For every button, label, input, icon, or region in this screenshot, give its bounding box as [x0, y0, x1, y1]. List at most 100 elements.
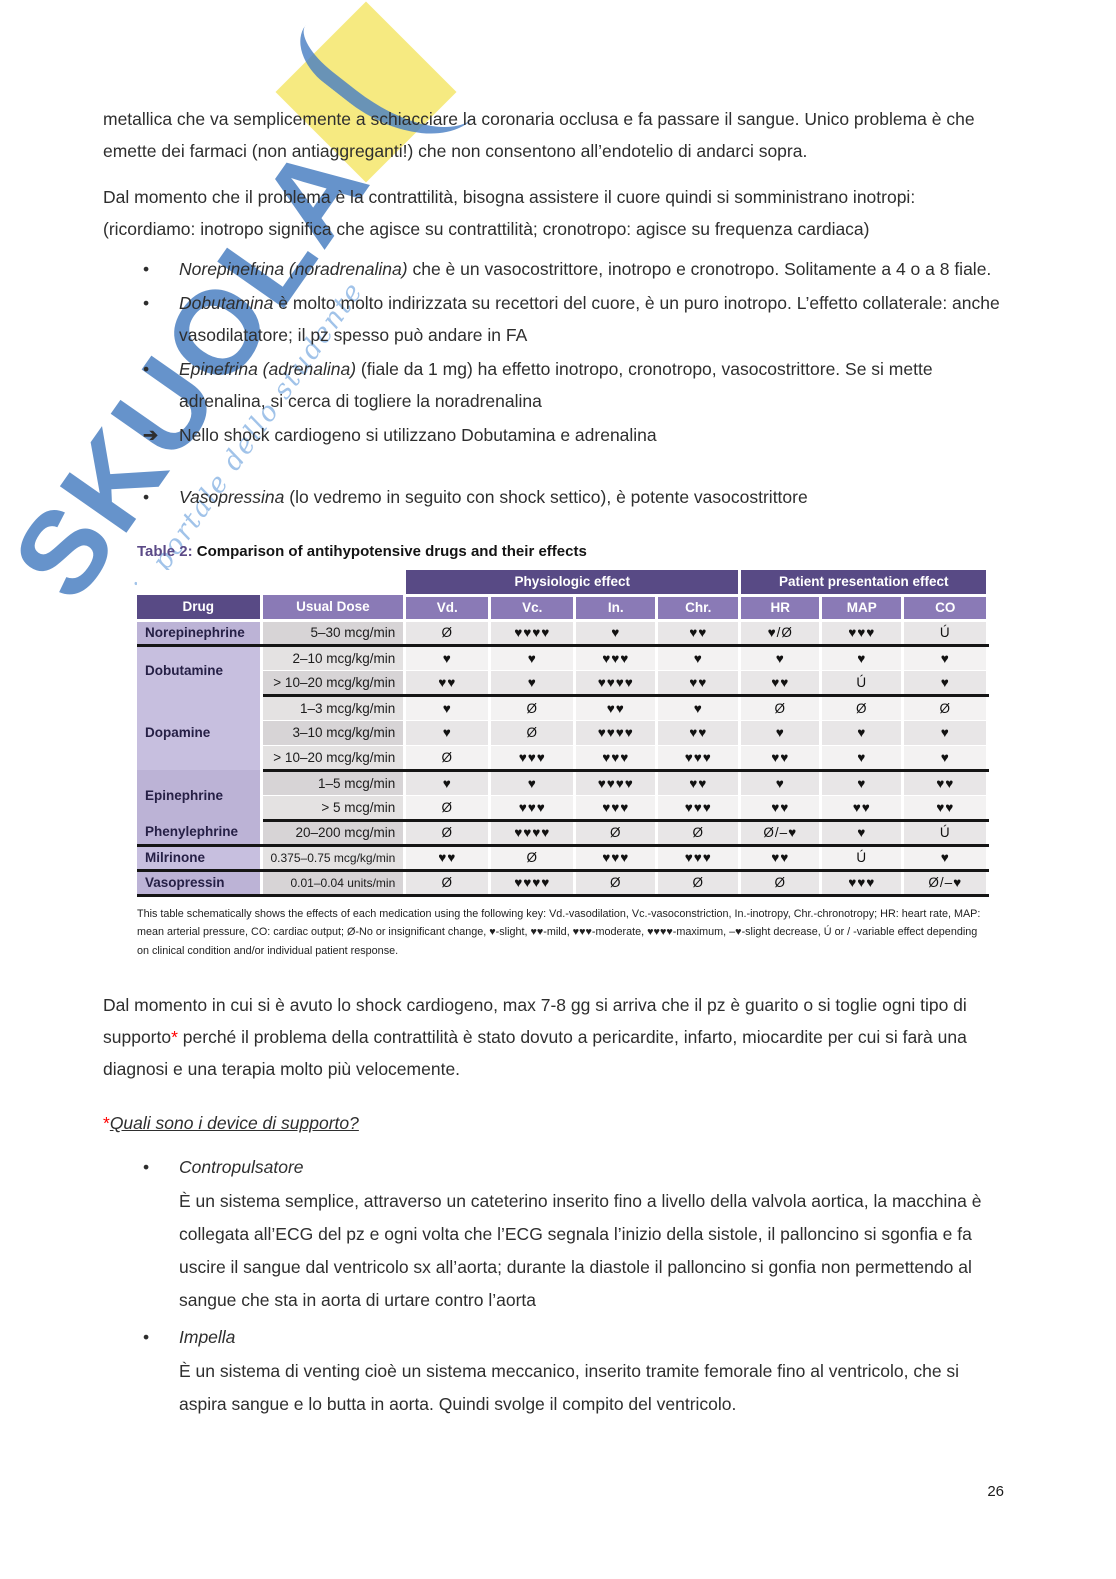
patient-presentation-header: Patient presentation effect	[739, 570, 990, 597]
effect-cell: ♥♥	[739, 744, 823, 772]
arrow-bullet-icon: ➔	[143, 425, 159, 445]
col-header-co: CO	[902, 595, 990, 622]
drug-bullet-item: • Vasopressina (lo vedremo in seguito con…	[103, 481, 1010, 513]
drug-name-italic: Epinefrina (adrenalina)	[179, 359, 357, 379]
bullet-text: Epinefrina (adrenalina) (fiale da 1 mg) …	[179, 359, 933, 411]
table-row: 3–10 mcg/kg/min ♥ Ø ♥♥♥♥ ♥♥ ♥ ♥ ♥	[137, 719, 990, 745]
effect-cell: ♥♥♥♥	[489, 869, 577, 897]
usual-dose-cell: 20–200 mcg/min	[261, 819, 407, 847]
bullet-dot-icon: •	[143, 1157, 150, 1178]
table-row: Milrinone 0.375–0.75 mcg/kg/min ♥♥ Ø ♥♥♥ ♥♥♥ ♥…	[137, 844, 990, 872]
device-bullet-item: • Contropulsatore È un sistema semplice, a…	[103, 1149, 1010, 1317]
usual-dose-cell: > 5 mcg/min	[261, 794, 407, 822]
effect-cell: ♥♥♥	[489, 744, 577, 772]
drug-bullet-item: ➔ Nello shock cardiogeno si utilizzano Do…	[103, 419, 1010, 451]
effect-cell: ♥	[902, 744, 990, 772]
effect-cell: ♥♥♥♥	[574, 769, 659, 795]
drug-name-cell: Milrinone	[137, 845, 263, 872]
effect-cell: ♥	[739, 644, 823, 670]
drug-bullet-item: • Epinefrina (adrenalina) (fiale da 1 mg)…	[103, 353, 1010, 417]
bullet-text: Vasopressina (lo vedremo in seguito con …	[179, 487, 808, 507]
effect-cell: ♥	[656, 644, 742, 670]
table-block: Table 2: Comparison of antihypotensive d…	[137, 543, 1010, 897]
outro-text-pre: Dal momento in cui si è avuto lo shock c…	[103, 995, 967, 1048]
outro-text-post: perché il problema della contrattilità è…	[103, 1027, 967, 1080]
effect-cell: ♥♥♥♥	[574, 669, 659, 697]
page-number: 26	[987, 1483, 1004, 1500]
effect-cell: Ø	[574, 819, 659, 847]
drug-bullet-item: • Dobutamina è molto molto indirizzata su…	[103, 287, 1010, 351]
effect-cell: ♥♥	[404, 844, 492, 872]
drug-name-cell: Dopamine	[137, 695, 263, 770]
bullet-dot-icon: •	[143, 259, 150, 279]
effect-cell: Ø	[489, 719, 577, 745]
usual-dose-cell: > 10–20 mcg/kg/min	[261, 744, 407, 772]
effect-cell: ♥♥	[404, 669, 492, 697]
usual-dose-cell: > 10–20 mcg/kg/min	[261, 669, 407, 697]
effect-cell: ♥♥♥	[574, 844, 659, 872]
effect-cell: ♥	[489, 769, 577, 795]
effect-cell: ♥	[902, 644, 990, 670]
usual-dose-cell: 0.01–0.04 units/min	[261, 869, 407, 897]
bullet-text: Norepinefrina (noradrenalina) che è un v…	[179, 259, 992, 279]
effect-cell: ♥	[404, 719, 492, 745]
usual-dose-cell: 3–10 mcg/kg/min	[261, 719, 407, 745]
drug-name-italic: Norepinefrina (noradrenalina)	[179, 259, 408, 279]
support-devices-question: *Quali sono i device di supporto?	[103, 1107, 1010, 1139]
effect-cell: ♥	[574, 620, 659, 647]
table-column-header-row: Drug Usual Dose Vd. Vc. In. Chr. HR MAP …	[137, 595, 990, 622]
device-bullet-item: • Impella È un sistema di venting cioè un …	[103, 1319, 1010, 1421]
effect-cell: ♥	[902, 719, 990, 745]
effect-cell: ♥	[656, 694, 742, 720]
bullet-dot-icon: •	[143, 293, 150, 313]
table-row: > 5 mcg/min Ø ♥♥♥ ♥♥♥ ♥♥♥ ♥♥ ♥♥ ♥♥	[137, 794, 990, 822]
drug-name-cell: Dobutamine	[137, 645, 263, 695]
effect-cell: ♥♥	[902, 794, 990, 822]
effect-cell: ♥/Ø	[739, 620, 823, 647]
effect-cell: Ø	[739, 869, 823, 897]
usual-dose-cell: 5–30 mcg/min	[261, 620, 407, 647]
effect-cell: ♥♥♥	[489, 794, 577, 822]
physiologic-effect-header: Physiologic effect	[404, 570, 742, 597]
effect-cell: ♥	[902, 844, 990, 872]
paragraph-shock-outcome: Dal momento in cui si è avuto lo shock c…	[103, 989, 1010, 1085]
col-header-in: In.	[574, 595, 659, 622]
col-header-usual-dose: Usual Dose	[261, 595, 407, 622]
effect-cell: ♥♥♥	[656, 744, 742, 772]
usual-dose-cell: 2–10 mcg/kg/min	[261, 644, 407, 670]
effect-cell: ♥♥♥	[820, 869, 905, 897]
drug-bullet-item: • Norepinefrina (noradrenalina) che è un …	[103, 253, 1010, 285]
effect-cell: ♥	[404, 694, 492, 720]
table-caption-label: Table 2:	[137, 543, 193, 560]
drug-name-cell: Vasopressin	[137, 870, 263, 897]
effect-cell: ♥♥	[656, 719, 742, 745]
usual-dose-cell: 1–5 mcg/min	[261, 769, 407, 795]
effect-cell: Ø	[656, 819, 742, 847]
effect-cell: Ø	[820, 694, 905, 720]
table-caption-text: Comparison of antihypotensive drugs and …	[192, 543, 587, 560]
table-row: > 10–20 mcg/kg/min ♥♥ ♥ ♥♥♥♥ ♥♥ ♥♥ Ú ♥	[137, 669, 990, 697]
page-content: metallica che va semplicemente a schiacc…	[103, 109, 1010, 1421]
col-header-drug: Drug	[137, 595, 263, 622]
drug-name-cell: Phenylephrine	[137, 820, 263, 847]
device-title: Contropulsatore	[179, 1157, 304, 1178]
effect-cell: ♥♥♥♥	[489, 819, 577, 847]
effect-cell: ♥♥	[739, 669, 823, 697]
effect-cell: Ø	[574, 869, 659, 897]
effect-cell: Ø	[489, 694, 577, 720]
effect-cell: Ø	[489, 844, 577, 872]
col-header-chr: Chr.	[656, 595, 742, 622]
paragraph-stent: metallica che va semplicemente a schiacc…	[103, 109, 975, 161]
col-header-hr: HR	[739, 595, 823, 622]
effect-cell: Ø	[902, 694, 990, 720]
table-span-header-row: Physiologic effect Patient presentation …	[137, 570, 990, 597]
table-row: Dobutamine 2–10 mcg/kg/min ♥ ♥ ♥♥♥ ♥ ♥ ♥ ♥	[137, 644, 990, 695]
effect-cell: ♥♥♥	[574, 644, 659, 670]
effect-cell: ♥♥	[820, 794, 905, 822]
effect-cell: ♥	[820, 644, 905, 670]
effect-cell: Ø/–♥	[739, 819, 823, 847]
usual-dose-cell: 1–3 mcg/kg/min	[261, 694, 407, 720]
effect-cell: ♥	[820, 769, 905, 795]
drug-table-body: Norepinephrine 5–30 mcg/min Ø ♥♥♥♥ ♥ ♥♥ ♥/Ø ♥♥♥…	[137, 620, 990, 897]
